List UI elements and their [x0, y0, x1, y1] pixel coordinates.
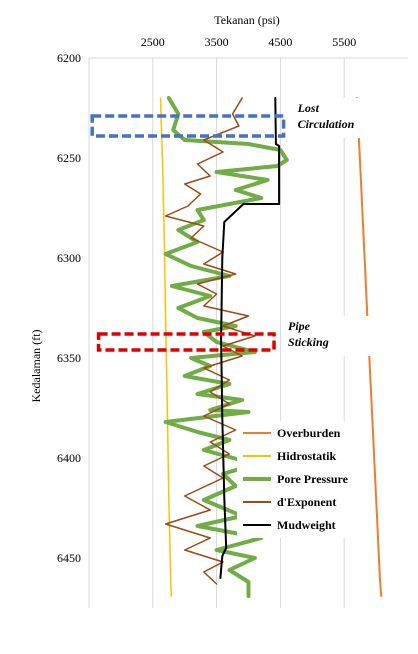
legend-label: Pore Pressure [277, 472, 349, 486]
x-tick-label: 3500 [205, 35, 229, 49]
x-tick-label: 5500 [332, 35, 356, 49]
legend-label: Overburden [277, 426, 341, 440]
y-tick-label: 6200 [57, 51, 81, 65]
y-tick-label: 6400 [57, 451, 81, 465]
series-line-overburden [356, 97, 383, 597]
x-axis-title: Tekanan (psi) [214, 13, 279, 27]
x-tick-label: 2500 [141, 35, 165, 49]
axes: 2500 3500 4500 5500 6200 6250 6300 6350 6400 6450 [57, 35, 408, 608]
series-line-hidrostatik [159, 97, 173, 597]
annotation-box-pipe-sticking [96, 332, 276, 352]
annotation-label: Pipe [288, 319, 311, 333]
series-line-mudweight [219, 97, 281, 579]
y-tick-label: 6300 [57, 251, 81, 265]
annotations: Lost Circulation Pipe Sticking [90, 98, 388, 356]
y-tick-label: 6350 [57, 351, 81, 365]
legend-label: d'Exponent [277, 495, 336, 509]
series-layer [159, 96, 383, 598]
annotation-label-backdrop [282, 316, 379, 356]
legend-label: Hidrostatik [277, 449, 336, 463]
annotation-label-backdrop [291, 98, 388, 138]
x-tick-label: 4500 [268, 35, 292, 49]
annotation-label: Sticking [288, 335, 329, 349]
y-tick-label: 6450 [57, 551, 81, 565]
y-tick-label: 6250 [57, 151, 81, 165]
annotation-box-lost-circulation [90, 114, 286, 138]
legend-label: Mudweight [277, 518, 336, 532]
legend: Overburden Hidrostatik Pore Pressure d'Expo… [237, 421, 365, 538]
series-line-pore-pressure [163, 96, 289, 598]
series-line-d-exponent [164, 97, 256, 585]
annotation-label: Lost [297, 101, 320, 115]
annotation-label: Circulation [298, 117, 355, 131]
y-axis-title: Kedalaman (ft) [29, 330, 43, 403]
